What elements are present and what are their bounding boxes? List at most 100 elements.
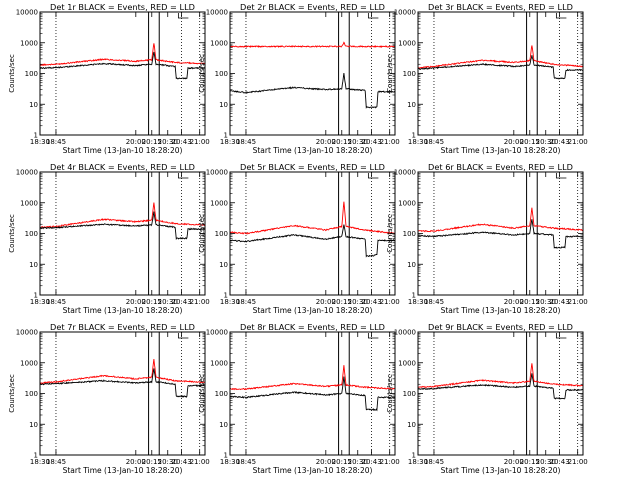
x-tick-label: 18:45 [236, 138, 256, 146]
panel-1: Det 1r BLACK = Events, RED = LLD 1 10 100 10… [8, 2, 210, 155]
bracket-icon [367, 13, 379, 19]
x-tick-label: 21:00 [380, 138, 400, 146]
y-tick-label: 1 [412, 292, 416, 300]
events-series-line [417, 55, 584, 80]
bracket-icon [555, 13, 567, 19]
bracket-icon [367, 173, 379, 179]
y-tick-label: 1000 [398, 39, 416, 47]
y-tick-label: 1000 [210, 39, 228, 47]
lld-series-line [39, 359, 206, 384]
x-axis-label: Start Time (13-Jan-10 18:28:20) [441, 146, 561, 155]
y-tick-label: 10 [219, 101, 228, 109]
bracket-icon [555, 173, 567, 179]
x-tick-label: 18:45 [46, 138, 66, 146]
y-tick-label: 1000 [398, 359, 416, 367]
y-tick-label: 1 [224, 132, 228, 140]
lld-series-line [417, 45, 584, 69]
x-tick-label: 18:30 [408, 458, 428, 466]
x-tick-label: 20:30 [348, 298, 368, 306]
y-tick-label: 100 [215, 390, 228, 398]
y-tick-label: 1000 [398, 199, 416, 207]
x-tick-label: 21:00 [190, 138, 210, 146]
x-axis-label: Start Time (13-Jan-10 18:28:20) [253, 146, 373, 155]
plot-frame [39, 11, 206, 136]
x-tick-label: 18:45 [424, 298, 444, 306]
x-tick-label: 20:00 [504, 298, 524, 306]
y-tick-label: 100 [25, 390, 38, 398]
x-axis-label: Start Time (13-Jan-10 18:28:20) [63, 466, 183, 475]
x-tick-label: 18:30 [30, 138, 50, 146]
x-tick-label: 20:30 [348, 458, 368, 466]
y-axis-label: Counts/sec [386, 374, 394, 413]
y-tick-label: 10 [219, 421, 228, 429]
events-series-line [39, 368, 206, 398]
x-axis-label: Start Time (13-Jan-10 18:28:20) [63, 146, 183, 155]
x-tick-label: 20:00 [126, 298, 146, 306]
x-tick-label: 20:43 [361, 298, 381, 306]
panel-title: Det 6r BLACK = Events, RED = LLD [428, 162, 573, 172]
y-tick-label: 10000 [394, 169, 416, 177]
y-tick-label: 10000 [206, 169, 228, 177]
x-tick-label: 18:30 [408, 138, 428, 146]
x-tick-label: 20:30 [348, 138, 368, 146]
x-tick-label: 18:30 [220, 458, 240, 466]
x-tick-label: 18:45 [236, 298, 256, 306]
x-tick-label: 20:00 [504, 138, 524, 146]
x-tick-label: 21:00 [568, 298, 588, 306]
x-tick-label: 18:45 [46, 298, 66, 306]
x-tick-label: 20:00 [316, 298, 336, 306]
x-tick-label: 20:43 [171, 298, 191, 306]
x-axis-label: Start Time (13-Jan-10 18:28:20) [441, 306, 561, 315]
y-tick-label: 10 [29, 261, 38, 269]
plot-frame [39, 171, 206, 296]
x-tick-label: 20:43 [549, 298, 569, 306]
plot-frame [417, 331, 584, 456]
bracket-icon [177, 173, 189, 179]
y-tick-label: 1 [224, 452, 228, 460]
x-tick-label: 20:30 [158, 298, 178, 306]
y-axis-label: Counts/sec [198, 374, 206, 413]
x-tick-label: 20:30 [158, 458, 178, 466]
panel-2: Det 2r BLACK = Events, RED = LLD 1 10 100 10… [198, 2, 400, 155]
y-tick-label: 10 [407, 421, 416, 429]
x-tick-label: 20:15 [520, 138, 540, 146]
x-tick-label: 20:43 [549, 458, 569, 466]
x-tick-label: 18:45 [424, 138, 444, 146]
x-tick-label: 20:00 [316, 458, 336, 466]
lld-series-line [229, 41, 396, 49]
x-tick-label: 20:15 [520, 458, 540, 466]
x-tick-label: 18:30 [30, 458, 50, 466]
y-tick-label: 1 [412, 132, 416, 140]
x-tick-label: 20:43 [361, 458, 381, 466]
plot-frame [229, 171, 396, 296]
x-tick-label: 18:45 [424, 458, 444, 466]
y-tick-label: 100 [403, 390, 416, 398]
y-tick-label: 10000 [206, 9, 228, 17]
x-tick-label: 18:30 [408, 298, 428, 306]
bracket-icon [367, 333, 379, 339]
panel-9: Det 9r BLACK = Events, RED = LLD 1 10 100 10… [386, 322, 588, 475]
y-tick-label: 100 [403, 230, 416, 238]
x-tick-label: 18:30 [220, 298, 240, 306]
x-tick-label: 20:15 [332, 298, 352, 306]
events-series-line [417, 219, 584, 249]
x-tick-label: 18:30 [30, 298, 50, 306]
y-axis-label: Counts/sec [386, 54, 394, 93]
y-tick-label: 1 [34, 132, 38, 140]
panel-4: Det 4r BLACK = Events, RED = LLD 1 10 100 10… [8, 162, 210, 315]
x-tick-label: 21:00 [190, 298, 210, 306]
x-tick-label: 20:43 [361, 138, 381, 146]
panel-7: Det 7r BLACK = Events, RED = LLD 1 10 100 10… [8, 322, 210, 475]
x-axis-label: Start Time (13-Jan-10 18:28:20) [253, 466, 373, 475]
x-tick-label: 20:30 [536, 458, 556, 466]
y-tick-label: 10000 [16, 9, 38, 17]
x-tick-label: 20:30 [158, 138, 178, 146]
y-tick-label: 10 [407, 261, 416, 269]
y-tick-label: 10000 [394, 329, 416, 337]
events-series-line [229, 224, 396, 258]
x-tick-label: 20:00 [504, 458, 524, 466]
y-tick-label: 10 [407, 101, 416, 109]
x-tick-label: 20:15 [520, 298, 540, 306]
plot-frame [417, 171, 584, 296]
